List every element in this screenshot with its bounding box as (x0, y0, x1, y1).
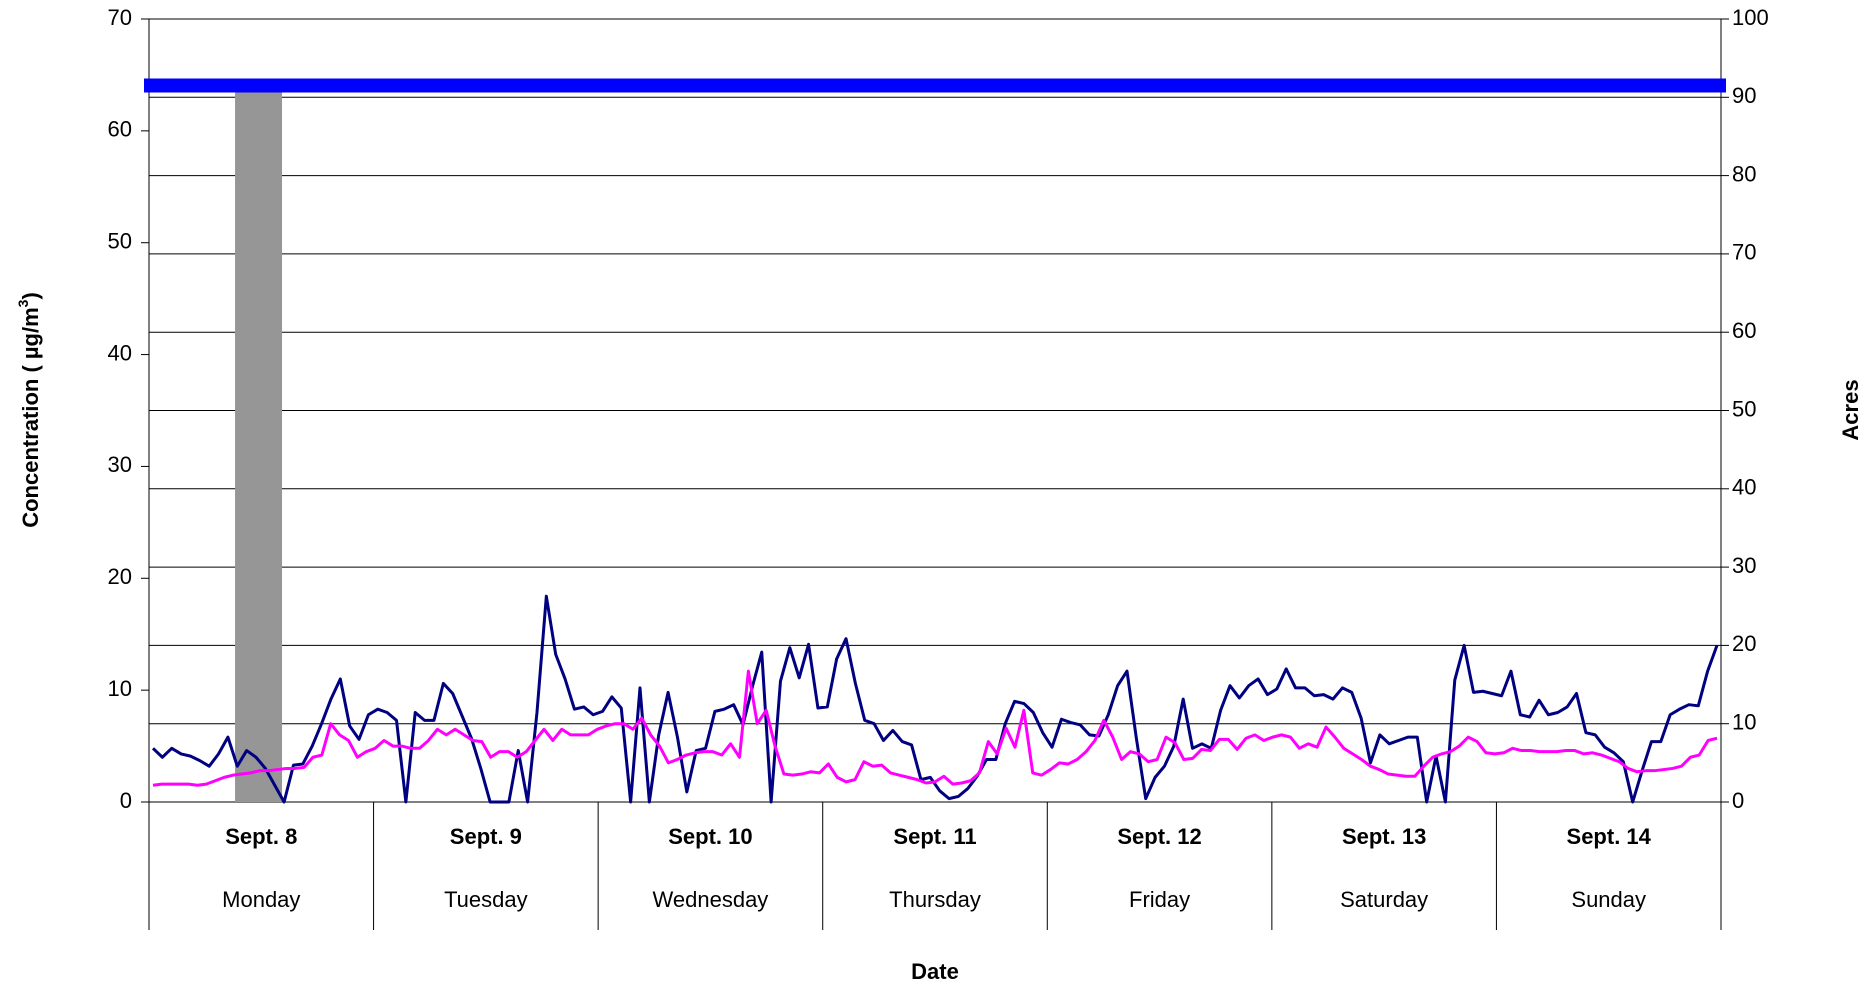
date-label: Sept. 14 (1567, 824, 1652, 849)
y2-tick-label: 20 (1732, 631, 1756, 656)
x-axis-label: Date (911, 959, 959, 984)
y2-tick-label: 100 (1732, 5, 1769, 30)
y2-tick-label: 80 (1732, 161, 1756, 186)
y2-axis-label: Acres (1838, 379, 1863, 440)
date-label: Sept. 13 (1342, 824, 1426, 849)
day-label: Wednesday (653, 887, 769, 912)
y2-tick-label: 90 (1732, 83, 1756, 108)
plot-frame (148, 18, 1722, 803)
y2-tick-label: 40 (1732, 475, 1756, 500)
day-label: Sunday (1571, 887, 1646, 912)
y-axis-label: Concentration ( µg/m3) (15, 292, 43, 528)
day-label: Thursday (889, 887, 981, 912)
y2-tick-label: 50 (1732, 396, 1756, 421)
date-label: Sept. 10 (668, 824, 752, 849)
y-tick-label: 70 (108, 5, 132, 30)
date-label: Sept. 11 (893, 824, 976, 849)
y2-tick-label: 60 (1732, 318, 1756, 343)
y-label-sup: 3 (15, 299, 31, 307)
y2-tick-label: 10 (1732, 710, 1756, 735)
y-tick-label: 0 (120, 788, 132, 813)
y-tick-label: 40 (108, 340, 132, 365)
y2-tick-label: 30 (1732, 553, 1756, 578)
y-label-end: ) (18, 292, 43, 299)
y2-tick-label: 0 (1732, 788, 1744, 813)
day-label: Friday (1129, 887, 1190, 912)
day-label: Saturday (1340, 887, 1428, 912)
y-tick-label: 20 (108, 564, 132, 589)
y-tick-label: 30 (108, 452, 132, 477)
day-label: Tuesday (444, 887, 528, 912)
series-line (152, 669, 1718, 787)
y-tick-label: 10 (108, 676, 132, 701)
date-label: Sept. 8 (225, 824, 297, 849)
bar (235, 89, 283, 803)
y-label-text: Concentration ( µg/m (18, 307, 43, 527)
y-tick-label: 50 (108, 229, 132, 254)
y2-tick-label: 70 (1732, 240, 1756, 265)
date-label: Sept. 9 (450, 824, 522, 849)
y-tick-label: 60 (108, 117, 132, 142)
series-line (151, 594, 1719, 804)
date-label: Sept. 12 (1117, 824, 1201, 849)
day-label: Monday (222, 887, 300, 912)
